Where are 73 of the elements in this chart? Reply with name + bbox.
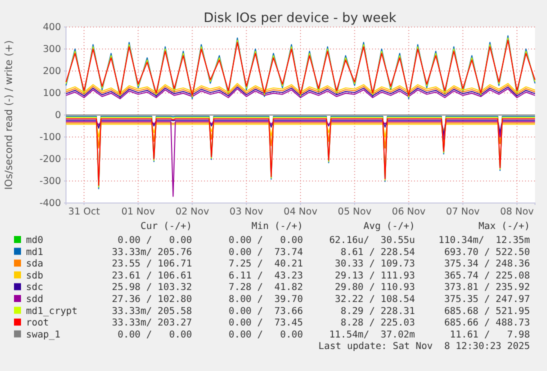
- text: 8.00 / 39.70: [228, 294, 304, 305]
- text: 33.33m/ 203.27: [112, 318, 192, 329]
- y-tick-label: -300: [39, 176, 61, 188]
- text: 0.00 / 0.00: [118, 329, 192, 340]
- line-series: [66, 120, 536, 136]
- text: 110.34m/ 12.35m: [438, 235, 530, 246]
- text: 30.33 / 109.73: [334, 258, 415, 270]
- text: 62.16u/ 30.55u: [329, 235, 415, 246]
- y-tick-label: -100: [39, 132, 61, 144]
- text: 23.61 / 106.61: [112, 270, 192, 282]
- text: 8.29 / 228.31: [340, 306, 416, 317]
- y-tick-label: 300: [42, 44, 61, 56]
- text: 33.33m/ 205.58: [112, 306, 192, 317]
- text: 29.13 / 111.93: [334, 270, 415, 282]
- text: 0.00 / 73.45: [228, 318, 303, 329]
- x-tick-label: 05 Nov: [338, 206, 372, 218]
- text: Max (-/+): [478, 221, 530, 232]
- legend-label: md1: [26, 246, 44, 258]
- text: 373.81 / 235.92: [444, 282, 530, 294]
- text: 0.00 / 73.74: [228, 246, 304, 258]
- legend-label: swap_1: [26, 329, 61, 340]
- x-tick-label: 08 Nov: [500, 206, 534, 218]
- chart-title: Disk IOs per device - by week: [204, 11, 397, 26]
- text: 8.61 / 228.54: [340, 246, 416, 258]
- y-tick-label: -200: [39, 154, 61, 166]
- text: 0.00 / 0.00: [228, 235, 304, 246]
- x-tick-label: 31 Oct: [68, 206, 100, 218]
- text: 7.28 / 41.82: [228, 282, 303, 294]
- text: 11.61 / 7.98: [450, 329, 530, 340]
- legend-label: md0: [26, 235, 44, 246]
- x-tick-label: 04 Nov: [284, 206, 318, 218]
- x-tick-label: 07 Nov: [446, 206, 480, 218]
- y-tick-label: 0: [54, 110, 61, 122]
- text: 29.80 / 110.93: [334, 282, 415, 294]
- text: 25.98 / 103.32: [112, 282, 192, 294]
- text: 32.22 / 108.54: [334, 294, 416, 305]
- legend-label: sdd: [26, 294, 44, 305]
- text: 6.11 / 43.23: [228, 270, 303, 282]
- y-tick-label: 400: [42, 22, 61, 34]
- text: 365.74 / 225.08: [444, 270, 530, 282]
- legend-label: root: [26, 318, 49, 329]
- x-tick-label: 03 Nov: [230, 206, 264, 218]
- x-tick-label: 01 Nov: [121, 206, 156, 218]
- text: 8.28 / 225.03: [340, 318, 415, 329]
- text: 375.34 / 248.36: [444, 258, 530, 270]
- legend-label: md1_crypt: [26, 306, 78, 317]
- text: 685.68 / 521.95: [444, 306, 530, 317]
- text: 23.55 / 106.71: [112, 258, 192, 270]
- x-tick-label: 06 Nov: [392, 206, 426, 218]
- text: 11.54m/ 37.02m: [329, 329, 416, 340]
- text: Cur (-/+): [140, 221, 192, 232]
- text: 685.66 / 488.73: [444, 318, 530, 329]
- text: 0.00 / 73.66: [228, 306, 304, 317]
- y-axis-title: IOs/second read (-) / write (+): [4, 40, 15, 190]
- legend-label: sdc: [26, 282, 44, 294]
- text: Avg (-/+): [364, 221, 415, 232]
- text: 33.33m/ 205.76: [112, 246, 192, 258]
- text: Last update: Sat Nov 8 12:30:23 2025: [318, 341, 530, 352]
- y-tick-label: 100: [42, 88, 61, 100]
- text: 0.00 / 0.00: [118, 235, 192, 246]
- legend-label: sdb: [26, 270, 44, 282]
- y-tick-label: 200: [42, 66, 61, 78]
- text: 7.25 / 40.21: [228, 258, 304, 270]
- legend-label: sda: [26, 258, 44, 270]
- text: Min (-/+): [252, 221, 303, 232]
- y-tick-label: -400: [39, 198, 61, 210]
- text: 375.35 / 247.97: [444, 294, 530, 305]
- text: 27.36 / 102.80: [112, 294, 192, 305]
- line-series: [66, 121, 536, 197]
- line-series: [66, 124, 536, 138]
- x-tick-label: 02 Nov: [175, 206, 210, 218]
- text: 693.70 / 522.50: [444, 246, 530, 258]
- text: 0.00 / 0.00: [228, 329, 304, 340]
